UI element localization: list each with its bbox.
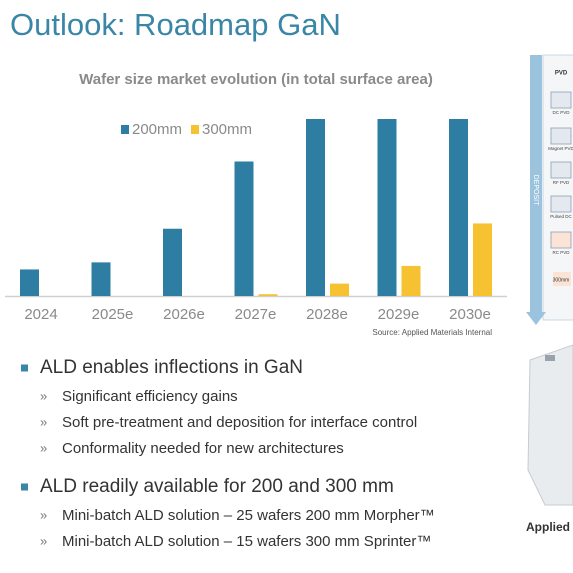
sub-bullet-marker: » <box>40 440 47 455</box>
bar <box>330 283 349 296</box>
x-tick-label: 2025e <box>92 306 134 323</box>
bullet-square <box>21 364 28 372</box>
sub-bullet-text: Mini-batch ALD solution – 15 wafers 300 … <box>62 533 431 550</box>
bar <box>401 265 421 296</box>
bar <box>306 119 325 296</box>
bullet-text: ALD enables inflections in GaN <box>40 357 303 378</box>
sub-bullet-marker: » <box>40 533 47 548</box>
tool-label: RF PVD <box>553 180 570 185</box>
legend-label: 200mm <box>132 121 182 138</box>
x-tick-label: 2028e <box>306 306 348 323</box>
bullet-text: ALD readily available for 200 and 300 mm <box>40 476 394 497</box>
legend-swatch <box>191 125 199 134</box>
bar <box>449 119 468 296</box>
x-tick-label: 2029e <box>378 306 420 323</box>
sub-bullet-text: Soft pre-treatment and deposition for in… <box>62 414 417 431</box>
sub-bullet-text: Mini-batch ALD solution – 25 wafers 200 … <box>62 507 435 524</box>
sub-bullet-text: Significant efficiency gains <box>62 388 238 405</box>
tool-icon <box>550 127 572 145</box>
bar <box>258 294 278 296</box>
tool-label: Magnet PVD <box>548 146 573 151</box>
sub-bullet-marker: » <box>40 507 47 522</box>
sidebar: PVD DEPOSIT DC PVD Magnet PVD RF PVD Pulsed… <box>526 54 573 534</box>
bar <box>473 223 492 296</box>
tool-label: Pulsed DC <box>550 214 572 219</box>
wafer-box <box>553 272 571 286</box>
bar <box>234 161 254 296</box>
sidebar-heading: PVD <box>555 71 568 77</box>
sub-bullet-marker: » <box>40 388 47 403</box>
bar <box>91 262 111 296</box>
chart-title: Wafer size market evolution (in total su… <box>79 71 433 88</box>
tool-label: DC PVD <box>552 110 570 115</box>
tool-image <box>527 344 573 506</box>
deposit-arrow-head <box>526 312 546 325</box>
legend-swatch <box>121 125 129 134</box>
bar <box>20 269 39 296</box>
tool-detail <box>545 355 555 361</box>
sub-bullet-marker: » <box>40 414 47 429</box>
bar <box>377 119 397 296</box>
x-tick-label: 2030e <box>449 306 491 323</box>
deposit-arrow-body <box>530 55 542 313</box>
x-tick-label: 2024 <box>24 306 57 323</box>
tool-label: RC PVD <box>552 250 570 255</box>
bar <box>163 228 182 296</box>
wafer-label: 300mm <box>553 277 570 283</box>
source-note: Source: Applied Materials Internal <box>372 328 492 337</box>
sub-bullet-text: Conformality needed for new architecture… <box>62 440 344 457</box>
slide-title: Outlook: Roadmap GaN <box>10 7 341 42</box>
tool-icon <box>550 161 572 179</box>
arrow-label: DEPOSIT <box>532 175 539 206</box>
tool-icon <box>550 195 572 213</box>
x-tick-label: 2026e <box>163 306 205 323</box>
brand: Applied <box>526 520 570 534</box>
x-tick-label: 2027e <box>235 306 277 323</box>
tool-icon <box>550 91 572 109</box>
legend-label: 300mm <box>202 121 252 138</box>
bullet-square <box>21 483 28 491</box>
tool-icon <box>550 231 572 249</box>
